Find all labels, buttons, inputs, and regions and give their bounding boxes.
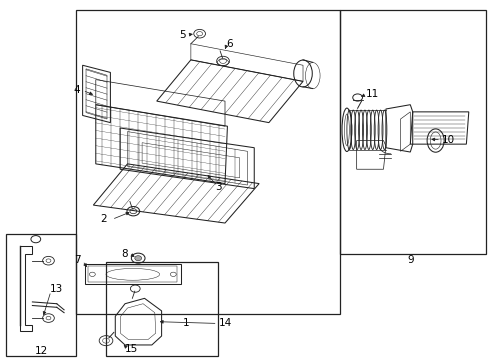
Bar	[105, 262, 217, 356]
Bar	[339, 10, 485, 253]
Circle shape	[135, 256, 142, 261]
Text: 3: 3	[215, 182, 222, 192]
Text: 4: 4	[73, 85, 80, 95]
Text: 15: 15	[125, 344, 138, 354]
Text: 9: 9	[406, 255, 413, 265]
Text: 2: 2	[100, 215, 107, 224]
Text: 11: 11	[365, 89, 378, 99]
Text: 5: 5	[179, 30, 185, 40]
Text: 13: 13	[49, 284, 62, 294]
Text: 1: 1	[183, 319, 189, 328]
Text: 14: 14	[219, 319, 232, 328]
Text: 6: 6	[226, 39, 233, 49]
Bar	[5, 234, 76, 356]
Text: 10: 10	[441, 135, 454, 145]
Text: 12: 12	[35, 346, 48, 356]
Bar	[76, 10, 339, 315]
Text: 8: 8	[121, 248, 127, 258]
Text: 7: 7	[74, 255, 81, 265]
